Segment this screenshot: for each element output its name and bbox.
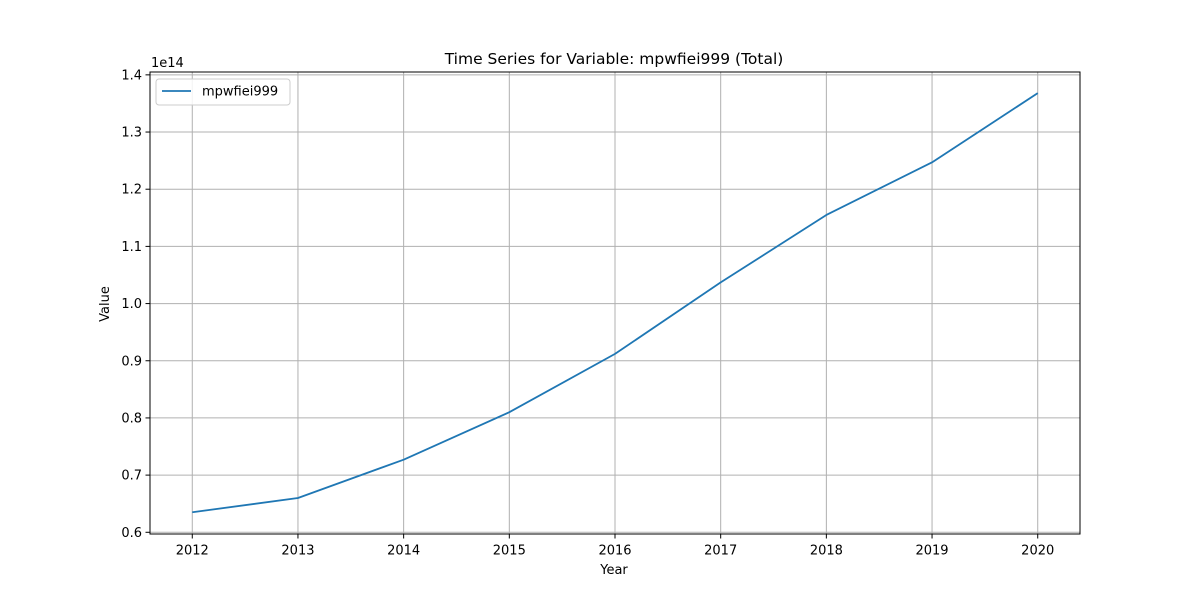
- x-axis-label: Year: [599, 563, 628, 578]
- y-tick-label: 0.9: [121, 354, 142, 369]
- y-tick-label: 0.7: [121, 469, 142, 484]
- x-tick-label: 2020: [1021, 544, 1054, 559]
- x-tick-label: 2016: [598, 544, 631, 559]
- legend-series-label: mpwfiei999: [202, 85, 278, 100]
- y-tick-label: 0.6: [121, 526, 142, 541]
- x-tick-label: 2017: [704, 544, 737, 559]
- y-tick-label: 1.4: [121, 68, 142, 83]
- x-tick-label: 2015: [493, 544, 526, 559]
- grid: [150, 72, 1080, 534]
- x-tick-label: 2019: [915, 544, 948, 559]
- legend-box: [155, 78, 291, 106]
- y-tick-label: 1.0: [121, 297, 142, 312]
- y-offset-label: 1e14: [151, 56, 184, 71]
- series-layer: [192, 92, 1039, 514]
- x-tick-label: 2013: [281, 544, 314, 559]
- x-tick-label: 2014: [387, 544, 420, 559]
- y-tick-label: 1.2: [121, 183, 142, 198]
- series-line: [192, 92, 1039, 514]
- y-axis-label: Value: [98, 286, 113, 322]
- axis-ticks: 2012 2013 2014 2015 2016 2017 2018 2019 2020 0.6 0…: [121, 68, 1054, 558]
- x-tick-label: 2018: [810, 544, 843, 559]
- y-tick-label: 1.1: [121, 240, 142, 255]
- chart-title: Time Series for Variable: mpwfiei999 (To…: [444, 50, 784, 68]
- legend: mpwfiei999: [155, 78, 291, 106]
- y-tick-label: 1.3: [121, 126, 142, 141]
- y-tick-label: 0.8: [121, 411, 142, 426]
- x-tick-label: 2012: [176, 544, 209, 559]
